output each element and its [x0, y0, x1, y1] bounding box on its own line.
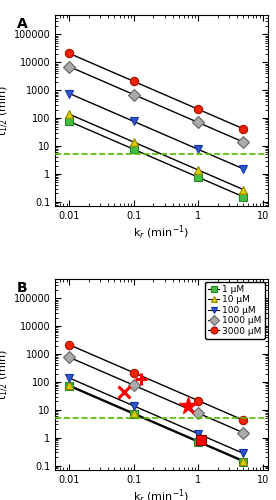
10 μM — [242, 458, 245, 464]
1 μM — [68, 384, 71, 390]
1 μM — [132, 146, 136, 152]
10 μM — [68, 111, 71, 117]
1000 μM — [197, 120, 200, 126]
1000 μM — [68, 354, 71, 360]
3000 μM — [68, 50, 71, 56]
1000 μM — [68, 64, 71, 70]
100 μM — [68, 375, 71, 381]
1 μM — [68, 118, 71, 124]
Line: 3000 μM: 3000 μM — [65, 340, 247, 424]
10 μM — [197, 167, 200, 173]
X-axis label: k$_r$ (min$^{-1}$): k$_r$ (min$^{-1}$) — [133, 488, 190, 500]
10 μM — [132, 139, 136, 145]
1000 μM — [242, 430, 245, 436]
3000 μM — [197, 106, 200, 112]
Line: 3000 μM: 3000 μM — [65, 50, 247, 133]
Line: 1000 μM: 1000 μM — [65, 353, 247, 437]
1 μM — [197, 439, 200, 445]
Text: B: B — [17, 280, 28, 294]
1000 μM — [197, 410, 200, 416]
3000 μM — [242, 126, 245, 132]
10 μM — [197, 438, 200, 444]
1 μM — [197, 174, 200, 180]
Line: 100 μM: 100 μM — [65, 90, 247, 173]
10 μM — [242, 186, 245, 192]
1 μM — [242, 458, 245, 464]
3000 μM — [132, 370, 136, 376]
1 μM — [132, 411, 136, 417]
100 μM — [242, 450, 245, 456]
Line: 1 μM: 1 μM — [65, 382, 247, 466]
10 μM — [68, 382, 71, 388]
100 μM — [197, 146, 200, 152]
3000 μM — [132, 78, 136, 84]
1000 μM — [132, 92, 136, 98]
1000 μM — [242, 139, 245, 145]
Line: 10 μM: 10 μM — [65, 110, 247, 194]
Line: 100 μM: 100 μM — [65, 374, 247, 458]
100 μM — [132, 403, 136, 409]
Line: 10 μM: 10 μM — [65, 381, 247, 464]
Text: A: A — [17, 17, 28, 31]
3000 μM — [197, 398, 200, 404]
10 μM — [132, 410, 136, 416]
100 μM — [197, 431, 200, 437]
1000 μM — [132, 382, 136, 388]
Line: 1000 μM: 1000 μM — [65, 62, 247, 146]
100 μM — [132, 118, 136, 124]
3000 μM — [68, 342, 71, 348]
1 μM — [242, 194, 245, 200]
Legend: 1 μM, 10 μM, 100 μM, 1000 μM, 3000 μM: 1 μM, 10 μM, 100 μM, 1000 μM, 3000 μM — [205, 282, 265, 339]
3000 μM — [242, 417, 245, 423]
X-axis label: k$_r$ (min$^{-1}$): k$_r$ (min$^{-1}$) — [133, 224, 190, 242]
100 μM — [242, 166, 245, 172]
100 μM — [68, 90, 71, 96]
Y-axis label: t$_{1/2}$ (min): t$_{1/2}$ (min) — [0, 85, 11, 136]
Y-axis label: t$_{1/2}$ (min): t$_{1/2}$ (min) — [0, 348, 11, 400]
Line: 1 μM: 1 μM — [65, 118, 247, 201]
